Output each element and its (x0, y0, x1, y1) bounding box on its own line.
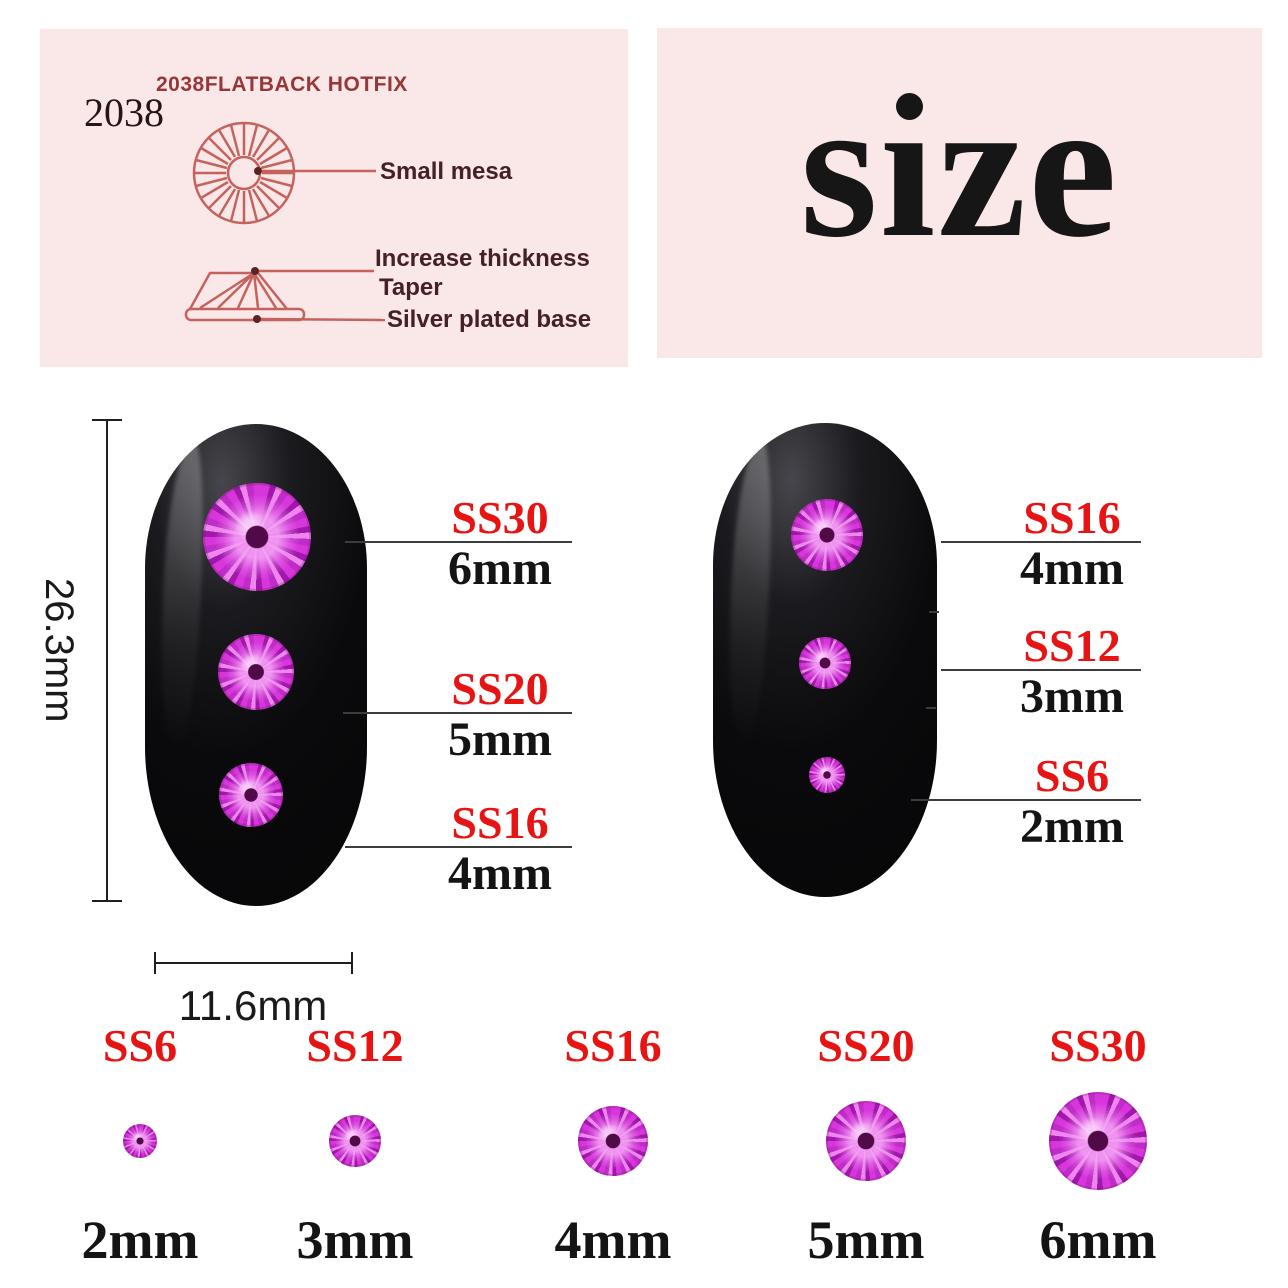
size-chart-column-ss20: SS20 5mm (771, 1020, 961, 1270)
small-mesa-label: Small mesa (380, 158, 513, 185)
rhinestone-ss30 (203, 483, 311, 591)
rhinestone-sample-ss30 (1049, 1092, 1147, 1190)
leader-line-ss16 (345, 846, 572, 848)
size-mm-label: 5mm (807, 1210, 925, 1270)
size-code-label: SS30 (451, 492, 549, 543)
height-dimension-line (106, 420, 108, 902)
rhinestone-sample-ss12 (329, 1115, 381, 1167)
size-mm-label: 4mm (554, 1210, 672, 1270)
size-chart-column-ss6: SS6 2mm (45, 1020, 235, 1270)
size-code-label: SS16 (1023, 492, 1121, 543)
leader-line-ss6-r (911, 799, 1141, 801)
rhinestone-spec-diagram (184, 121, 386, 323)
stone-box (1003, 1070, 1193, 1212)
size-title-ze: ze (937, 58, 1119, 279)
rhinestone-sample-ss6 (123, 1124, 157, 1158)
callout-ss30-6mm: SS30 6mm (410, 494, 590, 594)
side-view-base-plate (184, 307, 306, 322)
stone-box (260, 1070, 450, 1212)
rhinestone-ss16 (219, 763, 283, 827)
leader-line-ss12-r (941, 669, 1141, 671)
leader-line-ss30 (345, 541, 572, 543)
size-chart-column-ss12: SS12 3mm (260, 1020, 450, 1270)
width-dimension-line (155, 962, 353, 964)
size-code-label: SS12 (306, 1020, 404, 1071)
nail-height-label: 26.3mm (37, 578, 81, 723)
size-mm-label: 4mm (1020, 542, 1124, 595)
callout-ss16-4mm: SS16 4mm (410, 799, 590, 899)
rhinestone-ss6 (809, 757, 845, 793)
height-dimension-cap-bottom (92, 900, 122, 902)
rhinestone-ss16 (791, 499, 863, 571)
callout-ss12-3mm-r: SS12 3mm (982, 622, 1162, 722)
rhinestone-sample-ss16 (578, 1106, 648, 1176)
leader-line-ss20 (343, 712, 572, 714)
stone-box (771, 1070, 961, 1212)
nail-width-label: 11.6mm (178, 982, 328, 1029)
size-code-label: SS16 (451, 797, 549, 848)
size-mm-label: 2mm (1020, 800, 1124, 853)
side-view-outline (188, 271, 288, 310)
size-mm-label: 6mm (448, 542, 552, 595)
size-mm-label: 6mm (1039, 1210, 1157, 1270)
width-dimension-cap-right (351, 952, 353, 974)
width-dimension-cap-left (154, 952, 156, 974)
size-mm-label: 2mm (81, 1210, 199, 1270)
spec-panel-header: 2038FLATBACK HOTFIX (156, 73, 408, 96)
taper-label: Taper (379, 274, 443, 301)
base-point-dot (253, 315, 261, 323)
size-chart-column-ss16: SS16 4mm (518, 1020, 708, 1270)
nail-edge-tick (926, 707, 936, 709)
size-mm-label: 3mm (296, 1210, 414, 1270)
size-code-label: SS6 (1034, 750, 1110, 801)
apex-point-dot (251, 267, 259, 275)
rhinestone-ss12 (799, 637, 851, 689)
leader-line-ss16-r (941, 541, 1141, 543)
model-number-label: 2038 (84, 90, 164, 135)
top-view-facet-spokes (194, 123, 294, 223)
nail-edge-tick (929, 611, 939, 613)
stone-box (518, 1070, 708, 1212)
callout-ss16-4mm-r: SS16 4mm (982, 494, 1162, 594)
size-code-label: SS16 (564, 1020, 662, 1071)
nail-right (713, 423, 937, 897)
silver-plated-base-label: Silver plated base (387, 306, 592, 333)
side-view-facet-lines (199, 271, 278, 310)
size-panel: sıze (657, 28, 1262, 358)
height-dimension-cap-top (92, 419, 122, 421)
size-title-i: ı (879, 58, 938, 279)
rhinestone-ss20 (218, 634, 294, 710)
size-mm-label: 3mm (1020, 670, 1124, 723)
size-code-label: SS12 (1023, 620, 1121, 671)
size-code-label: SS30 (1049, 1020, 1147, 1071)
spec-panel: 2038FLATBACK HOTFIX 2038 Small mesa Incr… (40, 29, 628, 367)
size-title-s: s (800, 58, 880, 279)
nail-left (145, 424, 367, 906)
callout-ss20-5mm: SS20 5mm (410, 665, 590, 765)
size-mm-label: 5mm (448, 713, 552, 766)
size-title: sıze (657, 69, 1262, 269)
callout-ss6-2mm-r: SS6 2mm (982, 752, 1162, 852)
size-mm-label: 4mm (448, 847, 552, 900)
size-code-label: SS20 (817, 1020, 915, 1071)
size-chart-column-ss30: SS30 6mm (1003, 1020, 1193, 1270)
rhinestone-sample-ss20 (826, 1101, 906, 1181)
base-callout-line (260, 317, 386, 322)
mesa-point-dot (254, 167, 262, 175)
size-code-label: SS20 (451, 663, 549, 714)
stone-box (45, 1070, 235, 1212)
size-code-label: SS6 (102, 1020, 178, 1071)
increase-thickness-label: Increase thickness (375, 245, 590, 272)
